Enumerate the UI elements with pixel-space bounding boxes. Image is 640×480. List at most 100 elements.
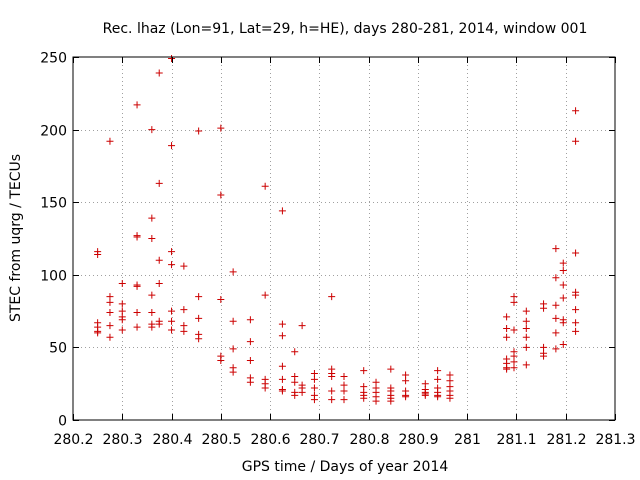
data-point <box>155 69 163 77</box>
data-point <box>246 378 254 386</box>
gridlines <box>73 57 615 420</box>
data-point <box>559 259 567 267</box>
data-point <box>229 368 237 376</box>
data-point <box>278 362 286 370</box>
x-tick-label: 280.7 <box>299 432 339 448</box>
data-point <box>291 348 299 356</box>
data-point <box>229 317 237 325</box>
data-point <box>133 101 141 109</box>
data-point <box>168 317 176 325</box>
data-point <box>510 364 518 372</box>
data-point <box>402 377 410 385</box>
data-point <box>298 322 306 330</box>
data-point <box>360 394 368 402</box>
x-tick-label: 281.1 <box>496 432 536 448</box>
data-point <box>340 372 348 380</box>
data-point <box>217 295 225 303</box>
data-point <box>106 322 114 330</box>
data-point <box>503 365 511 373</box>
data-point <box>540 304 548 312</box>
data-point <box>106 137 114 145</box>
data-point <box>328 372 336 380</box>
data-point <box>291 391 299 399</box>
y-axis-label: STEC from uqrg / TECUs <box>8 154 24 322</box>
data-point <box>168 142 176 150</box>
data-points <box>94 54 580 405</box>
data-point <box>155 256 163 264</box>
data-point <box>572 107 580 115</box>
x-tick-label: 280.4 <box>152 432 192 448</box>
x-axis-label: GPS time / Days of year 2014 <box>242 459 449 475</box>
data-point <box>180 262 188 270</box>
data-point <box>195 127 203 135</box>
data-point <box>522 325 530 333</box>
axis-ticks <box>73 57 616 421</box>
data-point <box>552 274 560 282</box>
data-point <box>572 291 580 299</box>
data-point <box>106 298 114 306</box>
data-point <box>559 266 567 274</box>
data-point <box>180 306 188 314</box>
data-point <box>133 282 141 290</box>
data-point <box>229 268 237 276</box>
data-point <box>328 293 336 301</box>
x-tick-label: 281.3 <box>595 432 635 448</box>
x-tick-label: 280.8 <box>349 432 389 448</box>
x-tick-label: 281.2 <box>546 432 586 448</box>
data-point <box>261 384 269 392</box>
data-point <box>133 309 141 317</box>
data-point <box>503 333 511 341</box>
data-point <box>180 327 188 335</box>
data-point <box>168 54 176 62</box>
data-point <box>217 124 225 132</box>
data-point <box>148 291 156 299</box>
data-point <box>148 126 156 134</box>
data-point <box>246 338 254 346</box>
data-point <box>261 291 269 299</box>
data-point <box>572 306 580 314</box>
data-point <box>229 345 237 353</box>
data-point <box>503 325 511 333</box>
data-point <box>148 309 156 317</box>
data-point <box>559 294 567 302</box>
data-point <box>552 329 560 337</box>
data-point <box>310 384 318 392</box>
data-point <box>434 393 442 401</box>
data-point <box>195 335 203 343</box>
data-point <box>261 182 269 190</box>
data-point <box>148 323 156 331</box>
data-point <box>168 307 176 315</box>
data-point <box>360 367 368 375</box>
data-point <box>155 179 163 187</box>
x-tick-label: 280.2 <box>53 432 93 448</box>
x-tick-label: 280.6 <box>250 432 290 448</box>
data-point <box>552 345 560 353</box>
data-point <box>155 320 163 328</box>
data-point <box>155 280 163 288</box>
y-tick-label: 0 <box>58 414 67 430</box>
data-point <box>559 319 567 327</box>
data-point <box>522 333 530 341</box>
data-point <box>434 367 442 375</box>
data-point <box>522 307 530 315</box>
data-point <box>133 233 141 241</box>
data-point <box>291 378 299 386</box>
data-point <box>118 300 126 308</box>
x-tick-label: 280.9 <box>398 432 438 448</box>
data-point <box>522 343 530 351</box>
data-point <box>540 352 548 360</box>
data-point <box>94 329 102 337</box>
data-point <box>106 333 114 341</box>
data-point <box>552 245 560 253</box>
data-point <box>246 316 254 324</box>
data-point <box>572 137 580 145</box>
data-point <box>340 387 348 395</box>
data-point <box>310 375 318 383</box>
tick-labels: 280.2 280.3 280.4 280.5 280.6 280.7 280.8 280.9… <box>40 51 635 449</box>
data-point <box>298 388 306 396</box>
data-point <box>372 397 380 405</box>
y-tick-label: 250 <box>40 51 67 67</box>
data-point <box>387 397 395 405</box>
data-point <box>328 387 336 395</box>
data-point <box>310 396 318 404</box>
